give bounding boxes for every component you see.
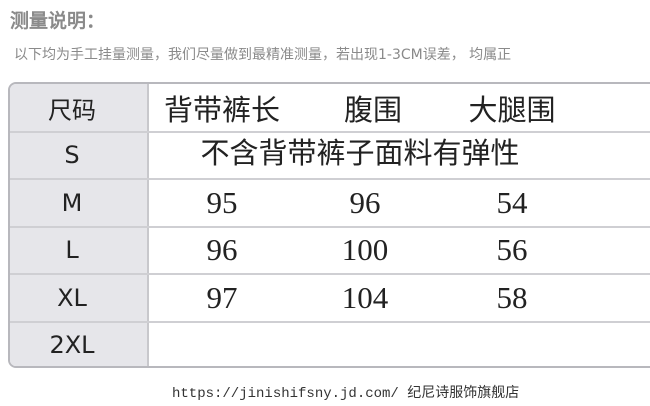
row-line [10,320,650,323]
title: 测量说明： [10,10,106,32]
value-cell: 100 [341,232,389,268]
size-cell: M [61,188,83,217]
value-cell: 96 [206,232,238,268]
value-cell: 97 [206,279,238,315]
header-cell: 尺码 [48,96,96,125]
row-line [10,178,650,180]
value-cell: 95 [206,184,238,220]
size-cell: 2XL [49,331,95,360]
header-cell: 背带裤长 [163,92,281,127]
row-line [10,225,650,228]
size-table: 尺码 背带裤长 腹围 大腿围 S 不含背带裤子面料有弹性 M 95 96 54 L 96 100 56 XL… [8,82,650,368]
footer: https://jinishifsny.jd.com/ 纪尼诗服饰旗舰店 [172,386,520,402]
value-cell: 54 [496,184,528,220]
row-line [10,130,650,133]
size-cell: S [64,141,80,170]
value-cell: 58 [496,279,528,315]
note: 以下均为手工挂量测量，我们尽量做到最精准测量，若出现1-3CM误差， 均属正 [14,47,512,63]
header-cell: 腹围 [343,92,403,127]
row-line [10,273,650,275]
value-cell: 104 [341,279,389,315]
header-cell: 大腿围 [468,92,556,127]
value-cell: 56 [496,232,528,268]
size-cell: L [65,236,79,265]
note-cell: 不含背带裤子面料有弹性 [200,136,520,171]
size-cell: XL [57,283,87,312]
value-cell: 96 [349,184,381,220]
